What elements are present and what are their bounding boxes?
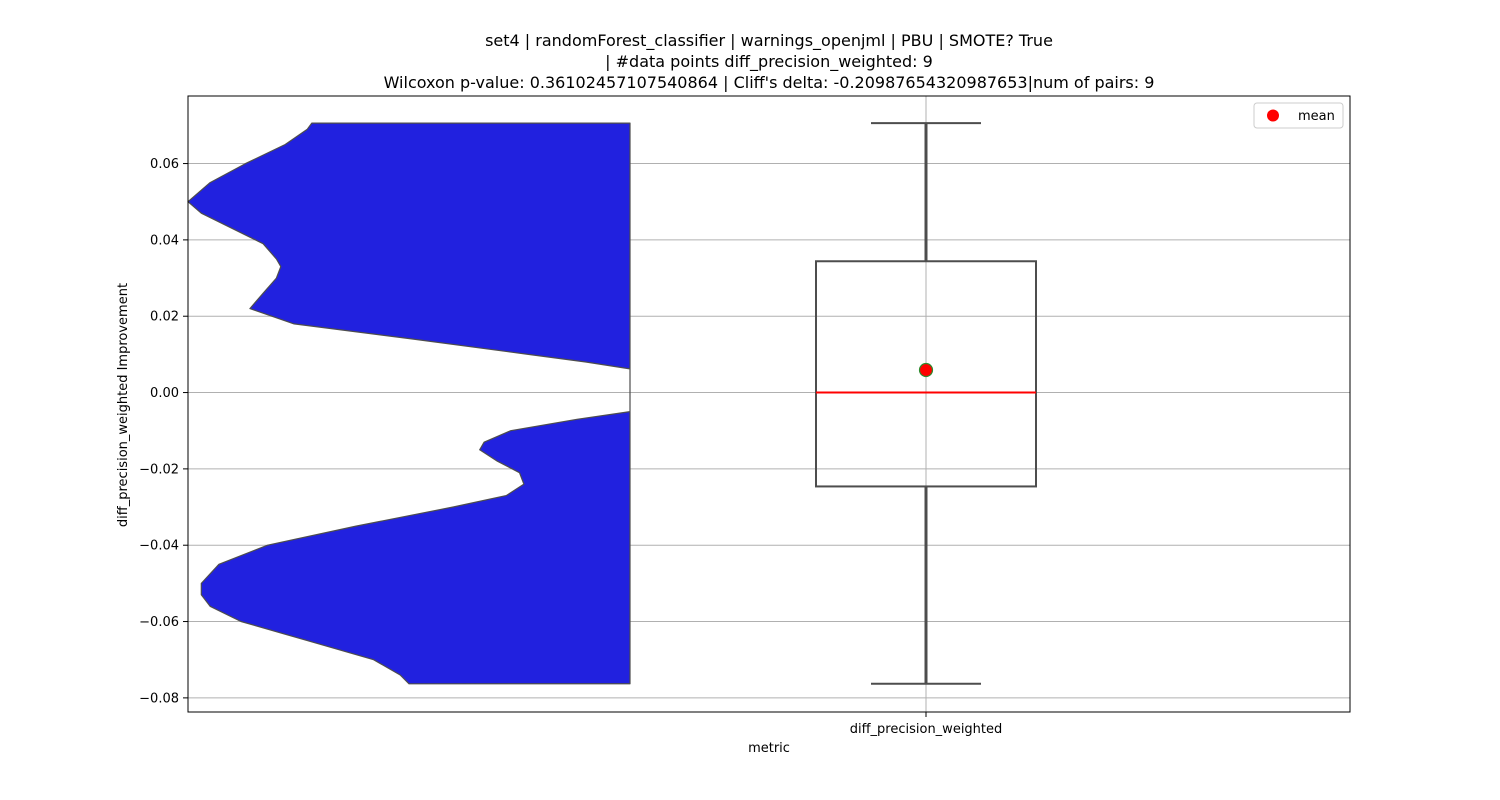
chart-title: set4 | randomForest_classifier | warning… <box>384 31 1155 92</box>
box-plot <box>815 122 1037 685</box>
x-axis-label: metric <box>748 741 790 756</box>
title-line-3: Wilcoxon p-value: 0.36102457107540864 | … <box>384 73 1155 92</box>
y-tick-label: −0.02 <box>139 462 179 477</box>
legend: mean <box>1253 102 1344 129</box>
violin-body <box>187 122 631 685</box>
legend-label: mean <box>1298 109 1335 124</box>
y-tick-label: 0.00 <box>150 386 179 401</box>
y-tick-label: −0.08 <box>139 691 179 706</box>
y-tick-label: −0.06 <box>139 615 179 630</box>
x-tick-label: diff_precision_weighted <box>850 722 1003 737</box>
legend-mean-marker <box>1267 109 1279 122</box>
axis-ticks: −0.08 −0.06 −0.04 −0.02 0.00 0.02 0.04 0.06 diff… <box>139 157 1002 737</box>
title-line-2: | #data points diff_precision_weighted: … <box>605 52 933 72</box>
y-tick-label: −0.04 <box>139 539 179 554</box>
iqr-box <box>815 260 1037 488</box>
y-tick-label: 0.04 <box>150 233 179 248</box>
violin-plot <box>187 122 631 685</box>
plot-frame <box>187 95 1351 713</box>
y-tick-label: 0.06 <box>150 157 179 172</box>
title-line-1: set4 | randomForest_classifier | warning… <box>485 31 1053 51</box>
mean-marker <box>918 362 934 378</box>
y-axis-label: diff_precision_weighted Improvement <box>116 283 131 527</box>
legend-box <box>1253 102 1344 129</box>
y-tick-label: 0.02 <box>150 310 179 325</box>
